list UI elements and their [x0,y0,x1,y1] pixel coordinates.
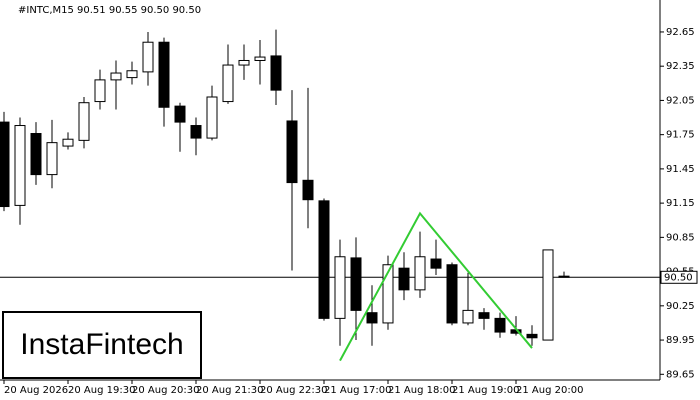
y-tick-label: 92.35 [666,61,695,72]
candle-body [526,333,538,339]
candle-body [14,125,26,206]
candle-body [206,96,218,139]
candle-body [0,121,10,208]
candle-body [78,102,90,141]
candle-body [110,72,122,81]
candle-body [382,264,394,324]
candle-body [94,79,106,103]
y-tick-label: 89.95 [666,335,695,346]
candle-body [430,258,442,269]
candle-body [174,105,186,123]
candle-body [126,70,138,79]
x-tick-label: 20 Aug 19:30 [68,385,135,396]
x-tick-label: 21 Aug 17:00 [324,385,391,396]
y-tick-label: 89.65 [666,369,695,380]
candle-body [542,249,554,341]
candle-body [30,133,42,176]
y-tick-label: 90.25 [666,301,695,312]
y-tick-label: 90.85 [666,232,695,243]
candle-body [62,138,74,147]
candle-body [398,267,410,291]
candle-body [494,317,506,333]
y-tick-label: 91.15 [666,198,695,209]
x-tick-label: 20 Aug 21:30 [196,385,263,396]
x-tick-label: 20 Aug 2026 [4,385,68,396]
watermark-box [2,311,202,379]
y-tick-label: 92.05 [666,95,695,106]
candle-body [286,120,298,184]
candle-body [318,200,330,319]
x-tick-label: 21 Aug 19:00 [452,385,519,396]
candle-body [350,257,362,311]
y-tick-label: 91.75 [666,130,695,141]
x-tick-label: 21 Aug 18:00 [388,385,455,396]
x-tick-label: 21 Aug 20:00 [516,385,583,396]
x-tick-label: 20 Aug 22:30 [260,385,327,396]
candle-body [190,125,202,139]
candle-body [254,56,266,61]
candle-body [414,256,426,291]
y-tick-label: 91.45 [666,164,695,175]
candle-body [142,41,154,73]
candle-body [238,59,250,66]
pattern-line [339,211,533,362]
x-tick-label: 20 Aug 20:30 [132,385,199,396]
watermark: InstaFintech [20,328,183,361]
candle-body [558,275,570,278]
candle-body [222,64,234,103]
price-label-box [660,270,698,284]
price-label: 90.50 [664,272,693,283]
candle-body [446,264,458,324]
candle-body [462,309,474,324]
candle-body [46,142,58,176]
candle-body [270,55,282,91]
candle-body [478,312,490,319]
candle-body [302,179,314,201]
candle-body [366,312,378,324]
candle-body [158,41,170,108]
candle-body [334,256,346,319]
y-tick-label: 92.65 [666,27,695,38]
chart-title: #INTC,M15 90.51 90.55 90.50 90.50 [18,5,201,16]
